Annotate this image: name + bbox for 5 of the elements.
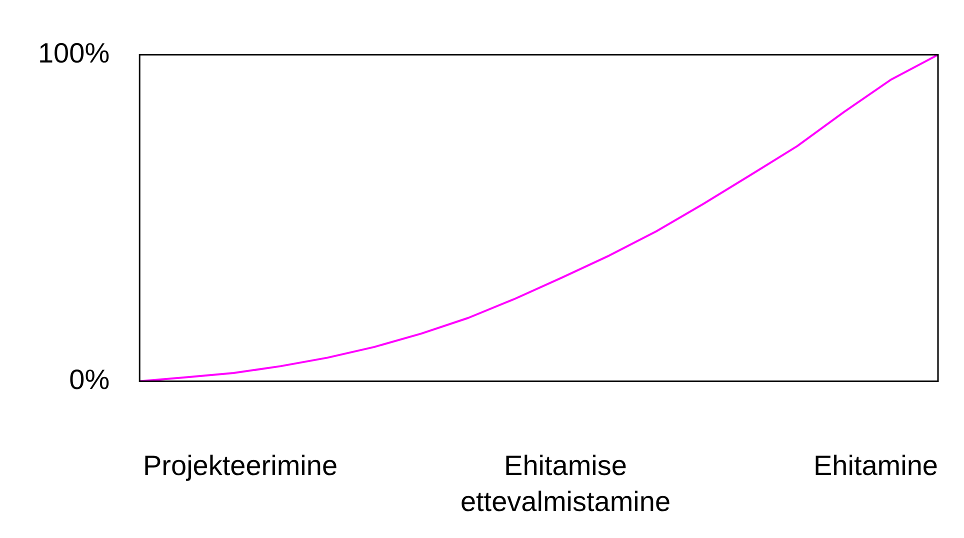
text: Ehitamise ettevalmistamine	[459, 449, 672, 519]
y-tick-label: 100%	[38, 38, 110, 69]
text: Ehitamine	[812, 449, 938, 483]
text: Projekteerimine	[143, 449, 339, 483]
y-tick-label: 0%	[69, 364, 110, 395]
